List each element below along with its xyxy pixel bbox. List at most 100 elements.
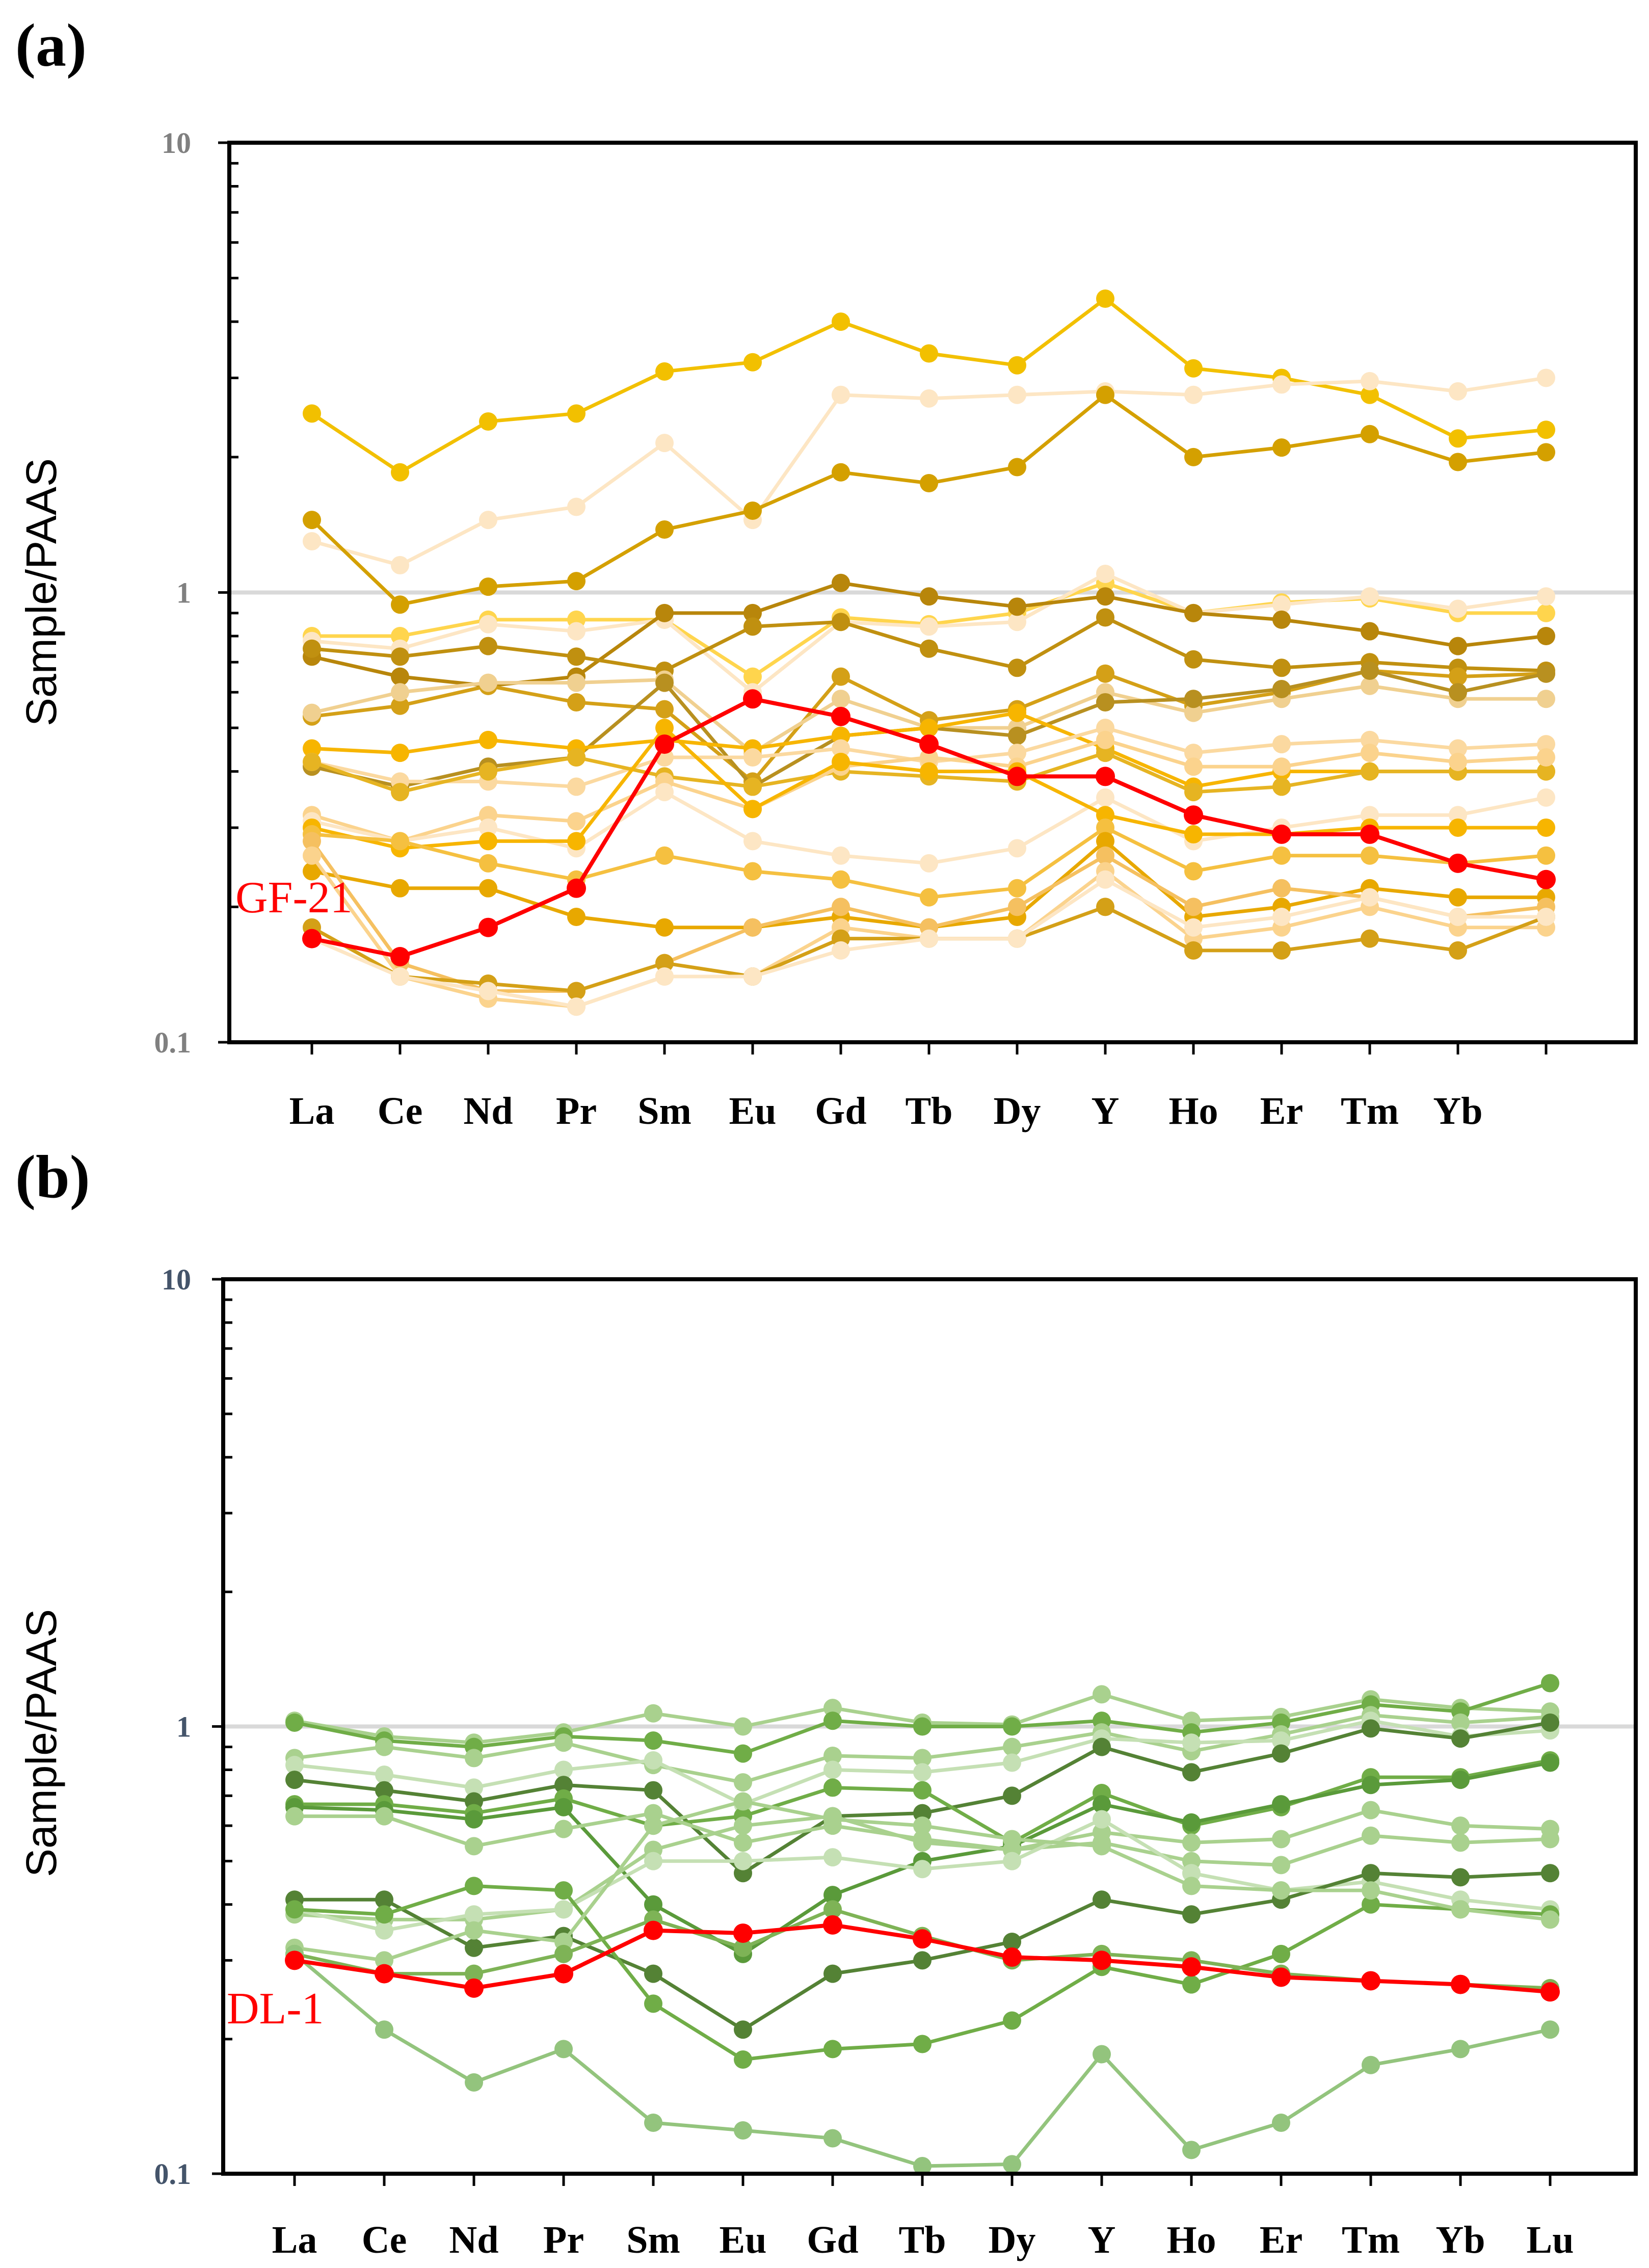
y-tick-label: 0.1 (154, 2157, 192, 2191)
chart-panel-b: 0.1 1 10 La Ce Nd Pr Sm Eu Gd Tb Dy Y Ho Er Tm Yb Lu Sampl… (17, 1263, 1638, 2261)
x-tick-label: Tb (899, 2219, 946, 2261)
series-8-point (734, 1833, 752, 1852)
series-12-point (375, 1905, 393, 1924)
series-highlight-point (1451, 1974, 1470, 1994)
series-1-point (743, 353, 762, 372)
series-4-point (743, 667, 762, 686)
series-9-point (567, 673, 586, 692)
series-14-point (567, 812, 586, 831)
series-2-point (1541, 1674, 1559, 1693)
series-14-point (1361, 744, 1379, 762)
x-tick-label: Y (1088, 2219, 1116, 2261)
series-13-point (1184, 783, 1203, 802)
series-6-point (1449, 637, 1467, 655)
series-8-point (1272, 1830, 1290, 1849)
panel-label-a: (a) (15, 11, 87, 79)
series-19-point (1008, 898, 1026, 916)
series-highlight-point (1184, 805, 1203, 825)
series-15-point (1537, 788, 1555, 807)
series-8-point (465, 1837, 483, 1856)
series-15-point (1182, 2141, 1201, 2159)
series-18-point (303, 862, 321, 881)
series-16-point (567, 832, 586, 851)
series-3-point (1096, 385, 1114, 404)
series-8-point (644, 1804, 662, 1823)
series-22-point (391, 967, 409, 986)
series-2-point (391, 556, 409, 574)
series-17-point (1184, 862, 1203, 881)
series-15-point (375, 2020, 393, 2039)
series-6-point (832, 573, 850, 592)
series-5-point (1449, 599, 1467, 618)
y-tick-label: 1 (176, 1710, 191, 1744)
series-7-point (1182, 1813, 1201, 1832)
series-3-point (913, 1749, 932, 1768)
series-14-point (920, 748, 938, 767)
series-13-point (1093, 1837, 1111, 1856)
series-5-point (1008, 613, 1026, 631)
series-7-point (303, 639, 321, 658)
series-highlight (302, 689, 1556, 967)
series-12-point (1449, 739, 1467, 758)
series-17-point (391, 832, 409, 851)
series-2-point (832, 385, 850, 404)
series-17-point (1008, 879, 1026, 898)
series-4-point (913, 1763, 932, 1782)
x-tick-label: Er (1260, 1090, 1303, 1132)
series-4 (285, 1711, 1559, 1814)
series-highlight-point (743, 689, 762, 709)
series-10-point (644, 1852, 662, 1870)
x-tick-label: Ce (362, 2219, 407, 2261)
series-16-point (479, 832, 497, 851)
series-8-point (832, 667, 850, 686)
series-8-point (1182, 1833, 1201, 1852)
series-6-point (1361, 622, 1379, 641)
series-13-point (567, 748, 586, 767)
series-5-point (1003, 1786, 1021, 1805)
x-tick-label: Yb (1433, 1090, 1482, 1132)
series-7-point (554, 1798, 573, 1816)
x-tick-label: Eu (729, 1090, 777, 1132)
series-7-point (644, 1895, 662, 1914)
series-4-point (554, 1760, 573, 1779)
series-10-point (375, 1921, 393, 1940)
series-6-point (1008, 597, 1026, 616)
series-1-point (1449, 429, 1467, 448)
series-15 (285, 1944, 1559, 2176)
series-14-point (465, 1964, 483, 1983)
series-7-point (1008, 658, 1026, 677)
series-5-point (920, 617, 938, 636)
series-12 (285, 1877, 1559, 2069)
series-12-point (1272, 1944, 1290, 1963)
series-2-point (644, 1731, 662, 1750)
series-4-point (1537, 603, 1555, 622)
x-tick-label: La (272, 2219, 317, 2261)
series-2-point (303, 532, 321, 550)
series-13-point (1451, 1900, 1470, 1919)
series-13-point (913, 1816, 932, 1835)
series-2-point (655, 434, 674, 453)
series-16-point (655, 719, 674, 737)
series-9-point (1184, 703, 1203, 722)
series-22-point (1537, 908, 1555, 926)
series-10-point (1003, 1852, 1021, 1870)
series-3-point (832, 463, 850, 482)
series-20-point (303, 846, 321, 865)
series-17-point (1272, 846, 1291, 865)
series-5-point (1537, 587, 1555, 606)
series-5-point (913, 1804, 932, 1823)
x-tick-label: Y (1092, 1090, 1120, 1132)
series-7-point (391, 647, 409, 666)
series-7-point (567, 647, 586, 666)
series-highlight-point (1540, 1982, 1560, 2002)
series-3-point (1272, 438, 1291, 457)
series-10-point (1096, 693, 1114, 711)
series-5 (285, 1713, 1559, 1883)
series-13-point (1362, 1881, 1380, 1900)
series-2-point (567, 497, 586, 516)
series-7-point (1093, 1795, 1111, 1814)
series-1-point (567, 404, 586, 423)
series-12-point (913, 2035, 932, 2053)
series-14-point (1096, 730, 1114, 749)
series-highlight-point (1536, 869, 1556, 889)
